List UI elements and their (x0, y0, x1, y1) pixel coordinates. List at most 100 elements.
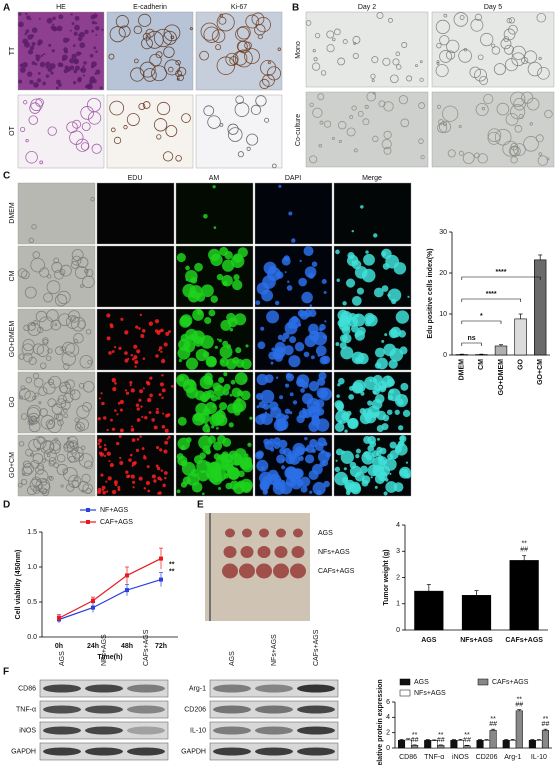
cell (208, 248, 221, 262)
blot-band (127, 684, 165, 693)
bar (515, 710, 523, 749)
cell (21, 478, 28, 485)
cell (106, 428, 109, 432)
cell (108, 53, 115, 60)
cell (336, 278, 340, 282)
lane-label: CAFs+AGS (313, 629, 320, 666)
cell (276, 454, 286, 464)
cell (419, 77, 424, 82)
cell (185, 269, 198, 283)
cell (381, 251, 387, 257)
cell (52, 23, 55, 26)
cell (28, 420, 41, 433)
cell (27, 322, 36, 331)
cell (351, 259, 362, 270)
cell (233, 274, 240, 281)
cell (20, 66, 26, 73)
cell (274, 300, 280, 306)
blot-band (85, 705, 123, 714)
cell (103, 444, 107, 447)
cell (337, 57, 346, 66)
cell (311, 62, 321, 71)
cell (458, 125, 462, 129)
cell (538, 56, 542, 61)
bar (404, 739, 412, 749)
cell (20, 126, 26, 133)
cell (53, 269, 64, 280)
y-tick-label: 10 (439, 311, 447, 318)
row-label: OT (9, 125, 16, 135)
cell (138, 13, 152, 27)
cell (255, 95, 267, 107)
tumor (291, 546, 305, 558)
cell (119, 428, 124, 433)
cell (85, 329, 92, 335)
blot-band (297, 684, 335, 693)
cell (491, 46, 501, 55)
cell (335, 342, 340, 347)
cell (119, 399, 124, 405)
cell (231, 387, 242, 398)
cell (136, 438, 140, 441)
cell (262, 275, 276, 289)
cell (22, 463, 35, 475)
cell (25, 448, 33, 457)
cell (349, 461, 357, 469)
cell (246, 133, 259, 146)
y-tick-label: 30 (439, 229, 447, 236)
cell (352, 52, 359, 59)
cell (146, 465, 150, 469)
cell (57, 290, 71, 305)
blot-band (255, 747, 293, 756)
cell (273, 418, 287, 432)
group-label: AGS (318, 530, 333, 537)
cell (211, 29, 226, 43)
cell (175, 70, 183, 77)
cell (153, 118, 168, 132)
cell (36, 58, 40, 62)
cell (124, 351, 128, 355)
tumor (293, 528, 303, 538)
cell (526, 97, 540, 111)
cell (161, 388, 166, 393)
cell (227, 127, 243, 142)
cell (381, 339, 385, 343)
legend-label: AGS (414, 679, 429, 686)
cell (458, 48, 472, 63)
cell (26, 485, 37, 496)
cell (436, 104, 442, 109)
marker (125, 573, 129, 578)
cell (216, 56, 236, 75)
cell (101, 401, 105, 406)
cell (514, 124, 523, 133)
cell (200, 22, 219, 41)
cell (245, 14, 260, 29)
cell (544, 109, 553, 119)
cell (300, 485, 308, 493)
cell (333, 28, 341, 36)
cell (26, 71, 33, 77)
cell (477, 153, 488, 164)
cell (376, 357, 388, 370)
tumor (273, 563, 289, 579)
cell (305, 454, 315, 464)
cell (138, 102, 146, 110)
blot-band (297, 705, 335, 714)
cell (136, 407, 140, 411)
cell (148, 411, 152, 414)
cell (133, 355, 138, 360)
cell (296, 378, 305, 387)
significance-label: **** (486, 291, 497, 298)
cell (142, 101, 151, 109)
significance-label: ns (468, 335, 476, 342)
blot-strip (209, 679, 339, 698)
cell (222, 340, 229, 347)
cell (32, 453, 44, 464)
cell (323, 441, 328, 447)
tumor (240, 546, 254, 558)
y-tick-label: 1.0 (27, 564, 37, 571)
cell (308, 272, 315, 279)
cell (505, 112, 519, 126)
cell (273, 437, 281, 445)
